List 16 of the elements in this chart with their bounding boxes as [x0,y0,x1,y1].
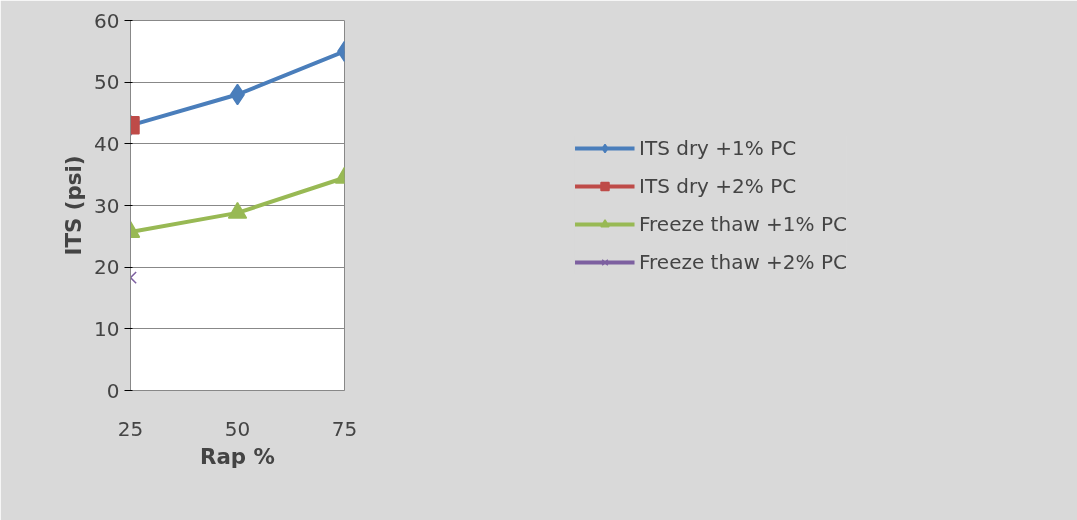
y-tick-label: 10 [94,316,120,341]
legend-label: Freeze thaw +2% PC [639,250,847,274]
y-tick-label: 40 [94,131,120,156]
y-tick-label: 30 [94,193,120,218]
y-tick-label: 0 [106,378,120,403]
legend-label: ITS dry +1% PC [639,136,797,160]
y-axis-title: ITS (psi) [61,155,87,256]
y-tick-label: 50 [94,70,120,95]
legend-label: Freeze thaw +1% PC [639,212,847,236]
y-tick-label: 20 [94,255,120,280]
x-tick-label: 75 [331,416,358,441]
x-axis-title: Rap % [200,443,275,469]
x-tick-label: 25 [117,416,144,441]
legend-label: ITS dry +2% PC [639,174,797,198]
y-tick-label: 60 [94,8,120,33]
x-tick-label: 50 [224,416,251,441]
